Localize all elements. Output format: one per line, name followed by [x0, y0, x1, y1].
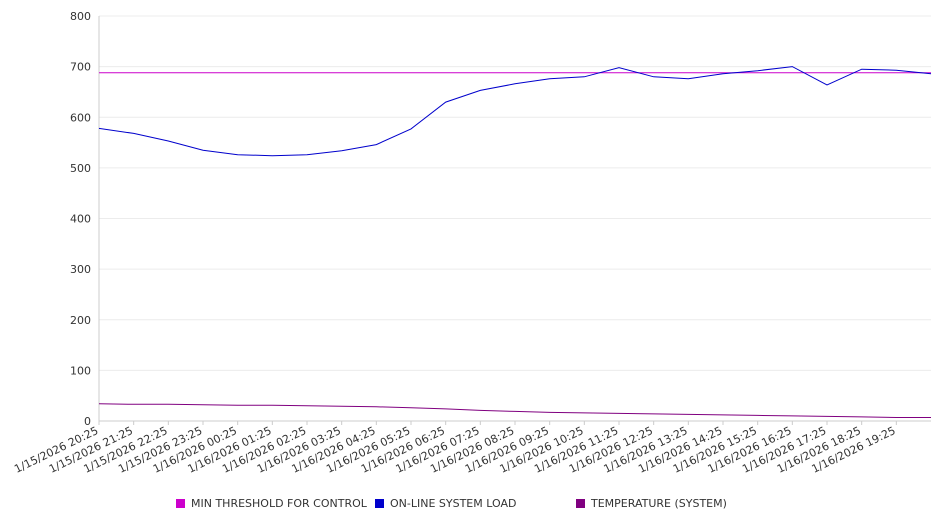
legend-swatch-temperature [576, 499, 585, 508]
axes [98, 16, 931, 425]
grid-lines [99, 15, 931, 422]
y-tick-label: 300 [70, 263, 91, 276]
legend-label-temperature: TEMPERATURE (SYSTEM) [591, 497, 727, 510]
series-lines [98, 66, 932, 418]
legend: MIN THRESHOLD FOR CONTROL ON-LINE SYSTEM… [0, 497, 946, 515]
series-line-on-line-system-load [98, 66, 932, 157]
y-tick-label: 400 [70, 213, 91, 226]
y-tick-label: 0 [84, 415, 91, 428]
series-line-temperature-system [98, 403, 931, 418]
legend-swatch-min-threshold [176, 499, 185, 508]
y-tick-label: 100 [70, 364, 91, 377]
legend-item-temperature: TEMPERATURE (SYSTEM) [576, 497, 727, 510]
y-tick-label: 500 [70, 162, 91, 175]
y-tick-label: 800 [70, 10, 91, 23]
y-tick-labels: 0 100 200 300 400 500 600 700 800 [70, 10, 91, 428]
y-tick-label: 700 [70, 61, 91, 74]
y-tick-label: 200 [70, 314, 91, 327]
legend-item-system-load: ON-LINE SYSTEM LOAD [375, 497, 516, 510]
legend-swatch-system-load [375, 499, 384, 508]
y-tick-label: 600 [70, 111, 91, 124]
legend-item-min-threshold: MIN THRESHOLD FOR CONTROL [176, 497, 367, 510]
legend-label-system-load: ON-LINE SYSTEM LOAD [390, 497, 517, 510]
legend-label-min-threshold: MIN THRESHOLD FOR CONTROL [191, 497, 367, 510]
x-tick-labels: 1/15/2026 20:251/15/2026 21:251/15/2026 … [12, 424, 897, 476]
